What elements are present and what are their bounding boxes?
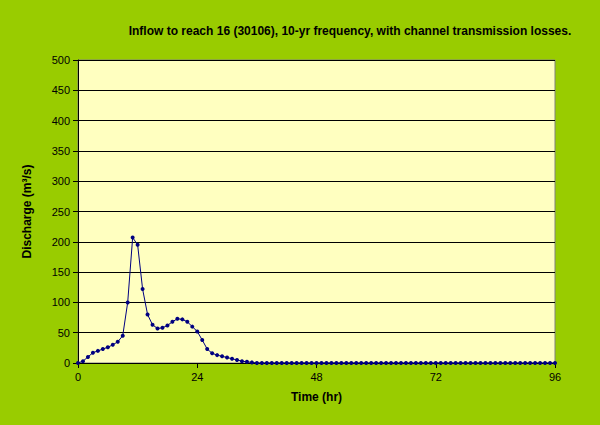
- svg-text:100: 100: [52, 296, 70, 308]
- svg-text:400: 400: [52, 115, 70, 127]
- svg-text:48: 48: [310, 371, 322, 383]
- svg-text:24: 24: [191, 371, 203, 383]
- svg-text:0: 0: [75, 371, 81, 383]
- svg-text:200: 200: [52, 236, 70, 248]
- svg-text:Inflow to reach 16 (30106), 10: Inflow to reach 16 (30106), 10-yr freque…: [129, 24, 572, 38]
- svg-text:72: 72: [430, 371, 442, 383]
- svg-text:150: 150: [52, 266, 70, 278]
- svg-text:Discharge (m³/s): Discharge (m³/s): [20, 164, 34, 258]
- svg-text:0: 0: [64, 357, 70, 369]
- svg-text:300: 300: [52, 175, 70, 187]
- svg-text:500: 500: [52, 54, 70, 66]
- svg-text:450: 450: [52, 84, 70, 96]
- svg-text:50: 50: [58, 327, 70, 339]
- svg-text:250: 250: [52, 206, 70, 218]
- svg-text:350: 350: [52, 145, 70, 157]
- svg-text:96: 96: [549, 371, 561, 383]
- svg-text:Time (hr): Time (hr): [291, 390, 342, 404]
